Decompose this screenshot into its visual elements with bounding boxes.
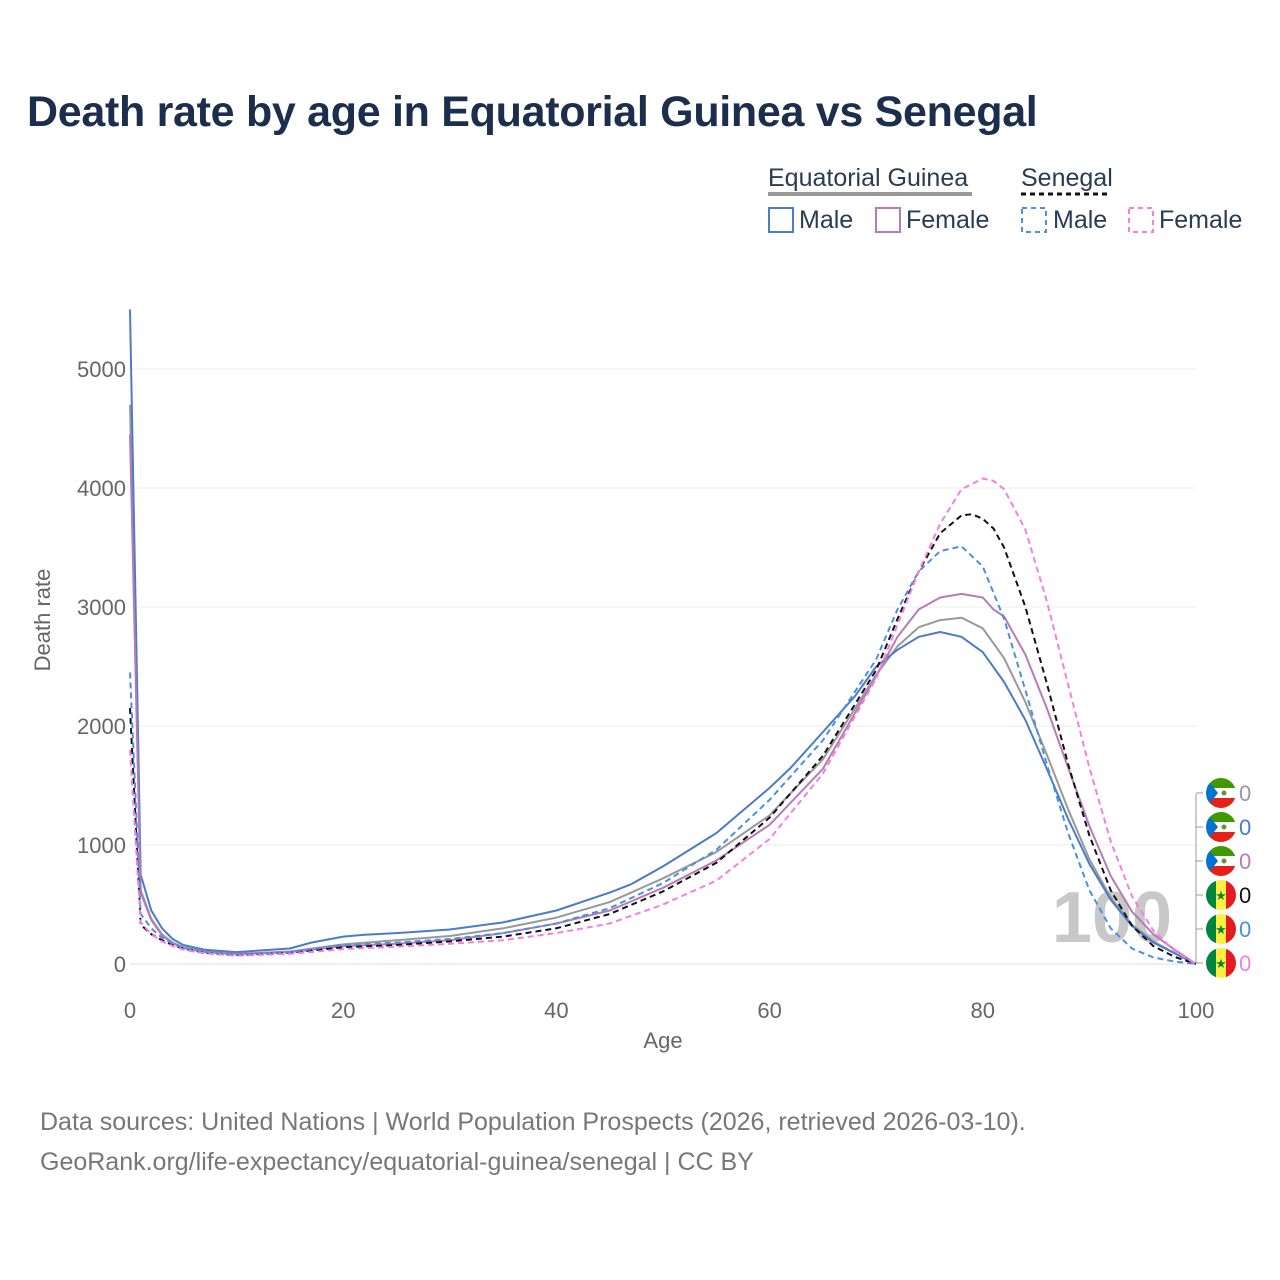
x-axis-ticks: 0 20 40 60 80 100 xyxy=(124,998,1214,1023)
series-line-4[interactable] xyxy=(129,545,1197,965)
legend-label-sn-female[interactable]: Female xyxy=(1159,206,1242,234)
legend-swatch-eq-female[interactable] xyxy=(875,207,901,233)
legend[interactable]: Equatorial Guinea Senegal Male Female Ma… xyxy=(768,164,1242,234)
y-tick-label-5000: 5000 xyxy=(77,357,126,382)
equatorial-guinea-flag-icon xyxy=(1206,812,1236,842)
end-value-label-0: 0 xyxy=(1239,781,1251,806)
source-line-2[interactable]: GeoRank.org/life-expectancy/equatorial-g… xyxy=(40,1148,754,1176)
legend-swatch-sn-male[interactable] xyxy=(1021,207,1047,233)
end-value-label-3: 0 xyxy=(1239,883,1251,908)
svg-text:★: ★ xyxy=(1215,889,1227,904)
series-line-5[interactable] xyxy=(129,477,1197,965)
legend-label-eq-male[interactable]: Male xyxy=(799,206,853,234)
end-value-label-5: 0 xyxy=(1239,951,1251,976)
equatorial-guinea-flag-icon xyxy=(1206,778,1236,808)
y-tick-label-4000: 4000 xyxy=(77,476,126,501)
legend-label-sn-male[interactable]: Male xyxy=(1053,206,1107,234)
chart-title: Death rate by age in Equatorial Guinea v… xyxy=(27,88,1038,136)
x-tick-label-40: 40 xyxy=(544,998,568,1023)
legend-country-equatorial-guinea[interactable]: Equatorial Guinea xyxy=(768,164,968,192)
y-axis-ticks: 0 1000 2000 3000 4000 5000 xyxy=(77,357,126,977)
legend-label-eq-female[interactable]: Female xyxy=(906,206,989,234)
equatorial-guinea-flag-icon xyxy=(1206,846,1236,876)
series-line-3[interactable] xyxy=(129,513,1197,965)
senegal-flag-icon: ★ xyxy=(1206,880,1236,910)
svg-text:★: ★ xyxy=(1215,957,1227,972)
source-line-1: Data sources: United Nations | World Pop… xyxy=(40,1108,1026,1136)
series-group xyxy=(129,309,1197,965)
end-value-label-2: 0 xyxy=(1239,849,1251,874)
series-line-0[interactable] xyxy=(129,404,1197,965)
x-tick-label-60: 60 xyxy=(757,998,781,1023)
legend-swatch-eq-male[interactable] xyxy=(768,207,794,233)
senegal-flag-icon: ★ xyxy=(1206,948,1236,978)
x-tick-label-20: 20 xyxy=(331,998,355,1023)
x-tick-label-80: 80 xyxy=(971,998,995,1023)
series-line-1[interactable] xyxy=(129,309,1197,965)
y-tick-label-1000: 1000 xyxy=(77,833,126,858)
y-tick-label-2000: 2000 xyxy=(77,714,126,739)
senegal-flag-icon: ★ xyxy=(1206,914,1236,944)
y-tick-label-0: 0 xyxy=(114,952,126,977)
x-axis-title: Age xyxy=(643,1028,682,1053)
end-value-label-1: 0 xyxy=(1239,815,1251,840)
series-line-2[interactable] xyxy=(129,434,1197,965)
gridlines xyxy=(130,368,1196,965)
legend-swatch-sn-female[interactable] xyxy=(1128,207,1154,233)
x-tick-label-0: 0 xyxy=(124,998,136,1023)
y-tick-label-3000: 3000 xyxy=(77,595,126,620)
legend-country-senegal[interactable]: Senegal xyxy=(1021,164,1113,192)
y-axis-title: Death rate xyxy=(30,569,55,672)
x-tick-label-100: 100 xyxy=(1178,998,1215,1023)
svg-text:★: ★ xyxy=(1215,923,1227,938)
end-value-label-4: 0 xyxy=(1239,917,1251,942)
end-labels: 0 0 0 ★ 0 ★ 0 ★ 0 xyxy=(1195,778,1251,978)
